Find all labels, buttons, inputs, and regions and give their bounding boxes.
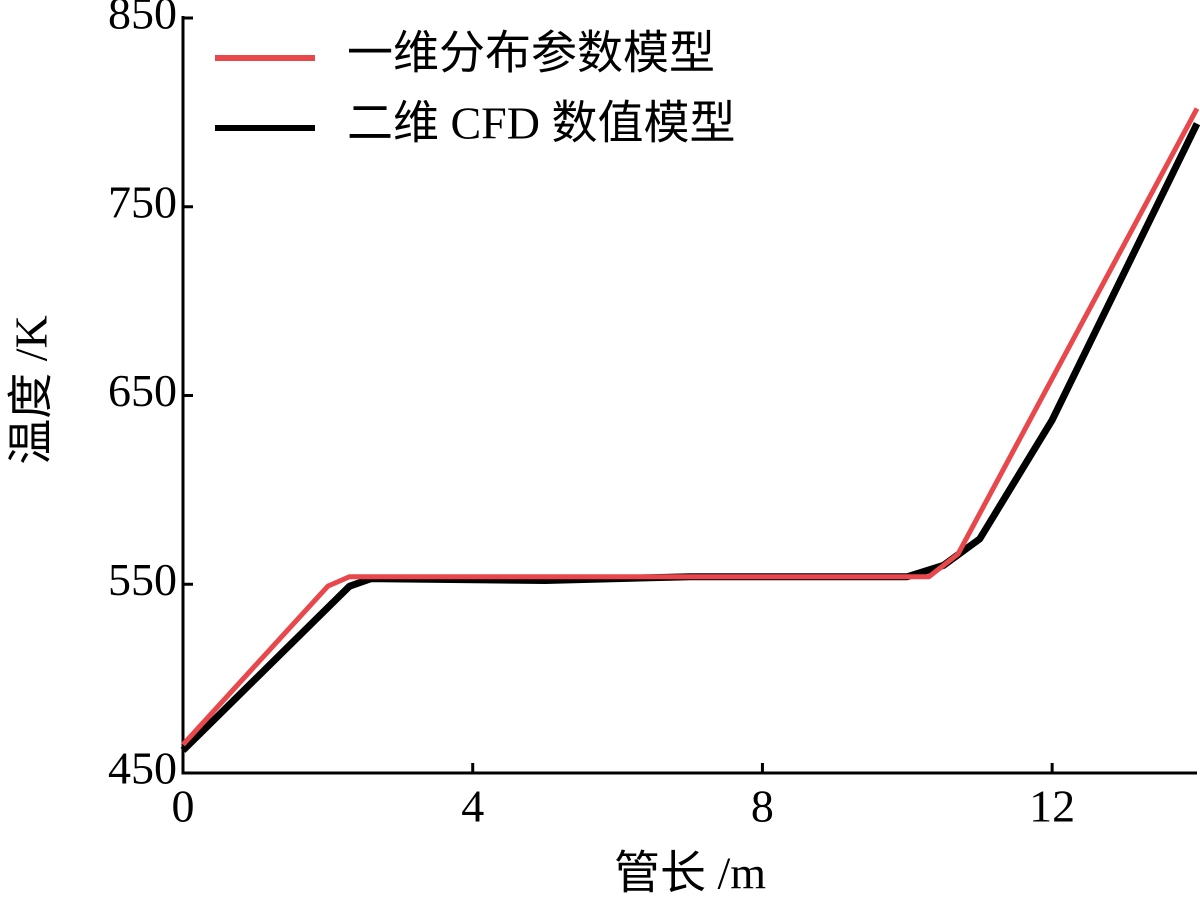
y-tick-label: 850: [108, 0, 177, 39]
y-tick-label: 550: [108, 554, 177, 605]
x-tick-label: 0: [172, 781, 195, 832]
data-line: [180, 122, 1200, 753]
legend-label: 二维 CFD 数值模型: [347, 98, 735, 149]
y-axis-label: 温度 /K: [6, 315, 57, 465]
data-line: [181, 107, 1200, 747]
legend-label: 一维分布参数模型: [347, 28, 715, 79]
y-tick-label: 450: [108, 743, 177, 794]
x-tick-label: 8: [751, 781, 774, 832]
y-tick-label: 750: [108, 176, 177, 227]
x-tick-label: 4: [461, 781, 484, 832]
y-tick-label: 650: [108, 365, 177, 416]
x-axis-label: 管长 /m: [614, 848, 766, 899]
x-tick-label: 12: [1029, 781, 1075, 832]
